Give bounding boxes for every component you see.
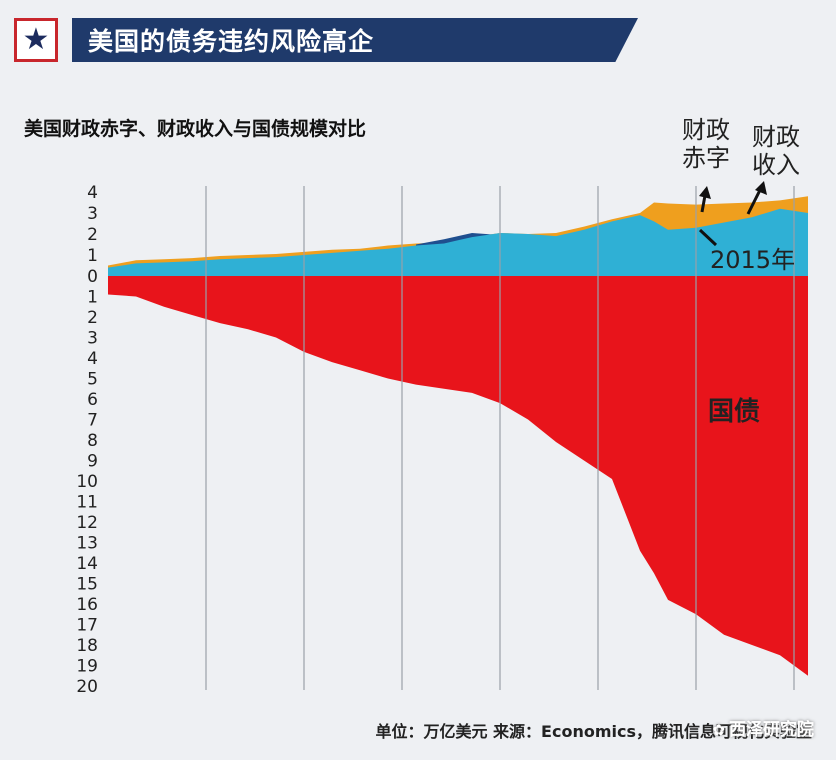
- deficit-arrowhead: [699, 186, 711, 199]
- deficit-label: 赤字: [682, 144, 730, 172]
- y-tick-label: 1: [87, 288, 98, 308]
- y-tick-label: 7: [87, 411, 98, 431]
- y-tick-label: 20: [76, 677, 98, 697]
- y-tick-label: 5: [87, 370, 98, 390]
- year-label: 2015年: [710, 246, 795, 274]
- deficit-label: 财政: [682, 116, 730, 144]
- year-pointer: [698, 228, 718, 247]
- y-tick-label: 11: [76, 493, 98, 513]
- y-tick-label: 4: [87, 349, 98, 369]
- banner-star-badge: ★: [14, 18, 58, 62]
- banner-title: 美国的债务违约风险高企: [88, 27, 375, 56]
- y-tick-label: 4: [87, 183, 98, 203]
- revenue-label: 收入: [752, 151, 800, 179]
- y-tick-label: 10: [76, 472, 98, 492]
- y-tick-label: 3: [87, 329, 98, 349]
- watermark-text: 西泽研究院: [729, 720, 814, 740]
- source-note: 单位：万亿美元 来源：Economics，腾讯信息可视化实验室: [375, 722, 812, 741]
- y-tick-label: 2: [87, 308, 98, 328]
- debt-label: 国债: [708, 397, 760, 427]
- debt-area: [108, 276, 808, 676]
- y-tick-label: 3: [87, 204, 98, 224]
- y-tick-label: 19: [76, 657, 98, 677]
- banner: 美国的债务违约风险高企: [72, 18, 638, 62]
- y-tick-label: 8: [87, 431, 98, 451]
- y-tick-label: 0: [87, 267, 98, 287]
- y-tick-label: 17: [76, 616, 98, 636]
- y-tick-label: 6: [87, 390, 98, 410]
- chart-title: 美国财政赤字、财政收入与国债规模对比: [24, 118, 367, 140]
- y-tick-label: 1: [87, 246, 98, 266]
- y-tick-label: 12: [76, 513, 98, 533]
- y-tick-label: 9: [87, 452, 98, 472]
- y-tick-label: 14: [76, 554, 98, 574]
- y-tick-label: 16: [76, 595, 98, 615]
- revenue-label: 财政: [752, 123, 800, 151]
- y-tick-label: 18: [76, 636, 98, 656]
- revenue-area: [108, 208, 808, 276]
- star-icon: ★: [22, 22, 50, 57]
- flower-icon: ✿: [712, 721, 725, 739]
- y-tick-label: 2: [87, 225, 98, 245]
- watermark: ✿ 西泽研究院: [712, 715, 814, 740]
- y-tick-label: 13: [76, 534, 98, 554]
- y-tick-label: 15: [76, 575, 98, 595]
- revenue-arrowhead: [755, 181, 767, 195]
